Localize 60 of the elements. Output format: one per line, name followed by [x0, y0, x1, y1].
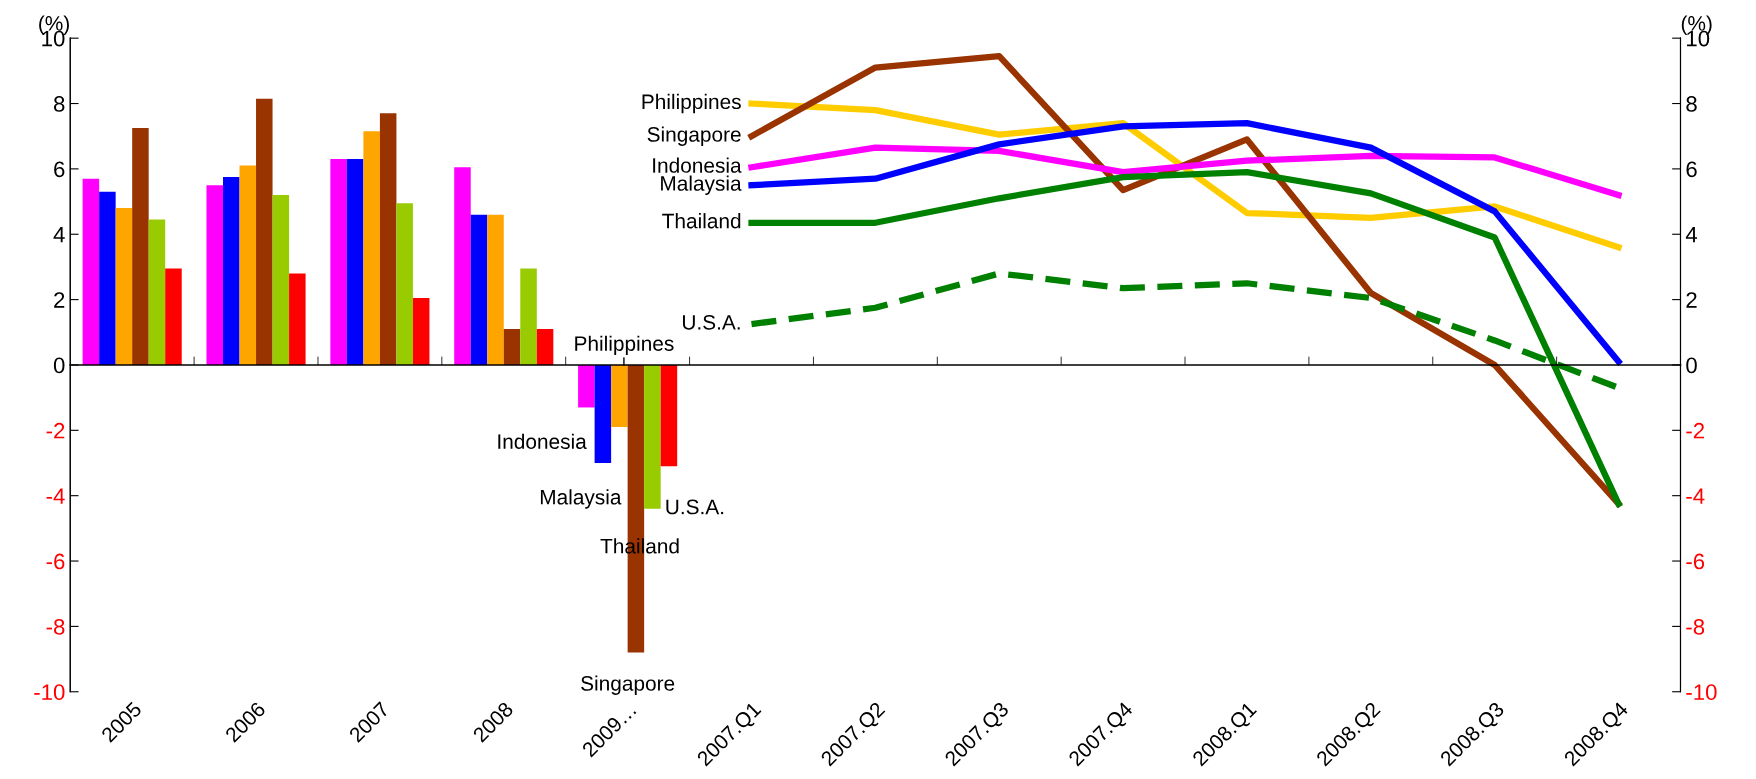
bar	[487, 214, 504, 365]
bar	[148, 219, 166, 365]
y2-tick-label: 6	[1686, 161, 1697, 178]
y2-tick-label: -10	[1686, 684, 1717, 701]
y-tick-label: 0	[53, 357, 65, 374]
bar	[82, 178, 100, 365]
series-label: Malaysia	[661, 175, 742, 195]
y-tick-label: -4	[46, 488, 65, 504]
y-tick-label: 2	[54, 292, 65, 308]
annotation: Philippines	[575, 335, 674, 356]
bar	[594, 364, 612, 463]
y2-tick-label: 8	[1686, 96, 1697, 112]
bar	[223, 177, 240, 365]
series-label: Singapore	[647, 126, 741, 146]
bar	[379, 113, 397, 365]
y2-tick-label: 4	[1685, 227, 1698, 243]
bar	[644, 364, 661, 509]
bar	[503, 329, 521, 365]
y2-tick-label: 2	[1686, 292, 1697, 308]
annotation: Malaysia	[540, 489, 622, 509]
series-label: Philippines	[642, 93, 741, 114]
bar	[412, 297, 430, 365]
bar	[330, 159, 347, 365]
y2-tick-label: -2	[1686, 422, 1704, 439]
bar	[611, 364, 628, 428]
bar	[578, 364, 595, 408]
bar	[363, 131, 380, 365]
series-label: U.S.A.	[683, 314, 740, 330]
bar	[454, 167, 471, 365]
series-label: Indonesia	[653, 157, 742, 173]
y-tick-label: 4	[53, 227, 65, 243]
annotation: Indonesia	[498, 433, 587, 449]
bar	[520, 268, 537, 365]
y-tick-label: -2	[46, 422, 65, 439]
y2-tick-label: -6	[1686, 553, 1705, 570]
bar	[115, 208, 133, 365]
bar	[272, 195, 290, 365]
bar	[289, 273, 306, 365]
bar	[396, 203, 413, 365]
bar	[256, 98, 273, 365]
annotation: Singapore	[581, 675, 675, 695]
y-tick-label: 8	[53, 96, 65, 112]
annotation: U.S.A.	[666, 499, 724, 515]
y-tick-label: -6	[46, 553, 65, 570]
bar	[346, 159, 364, 365]
bar	[536, 329, 554, 365]
bar	[660, 364, 678, 467]
y-tick-label: 6	[54, 161, 65, 178]
series-label: Thailand	[662, 213, 741, 229]
y2-tick-label: 0	[1686, 357, 1697, 374]
bar	[132, 128, 149, 365]
y-tick-label: -10	[34, 684, 65, 701]
bar	[165, 268, 182, 365]
bar	[206, 185, 224, 365]
y2-tick-label: -8	[1686, 618, 1705, 635]
bar	[239, 165, 257, 365]
y2-tick-label: -4	[1686, 488, 1705, 504]
y-tick-label: -8	[46, 618, 65, 635]
bar	[99, 191, 116, 365]
bar	[470, 214, 488, 365]
